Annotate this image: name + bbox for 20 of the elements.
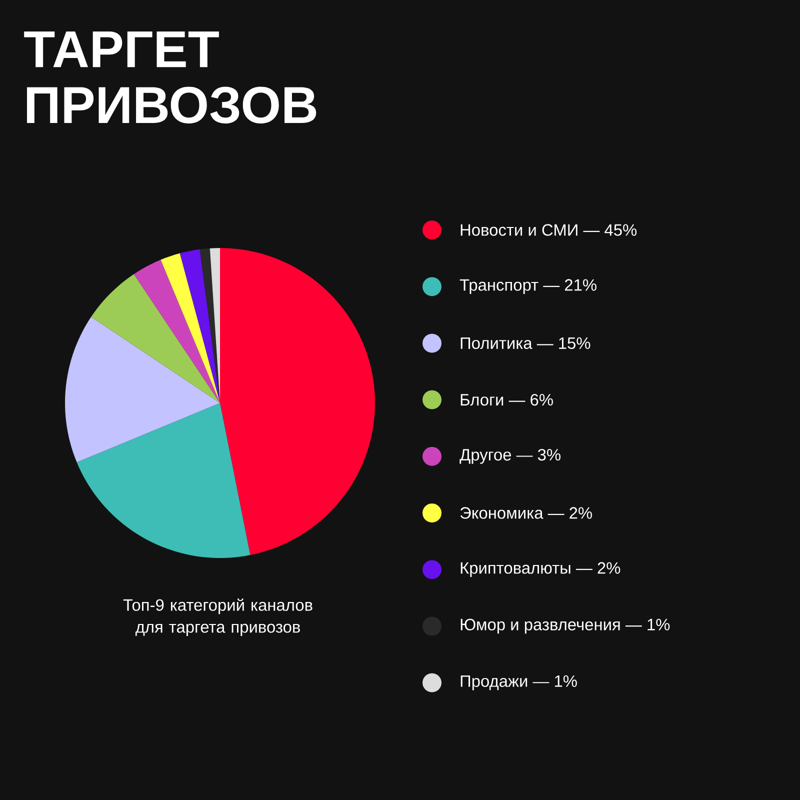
data-label: — 1% [625,618,670,630]
data-label: — 6% [508,394,553,406]
data-label: — 2% [576,562,620,574]
legend-label: Юмор и развлечения [460,618,620,634]
legend-label: Новости и СМИ [460,224,578,236]
data-label: — 1% [532,675,577,687]
legend-label: Блоги [460,394,504,406]
data-label: — 45% [583,224,637,236]
data-label: — 3% [516,448,560,461]
data-label: — 21% [543,279,596,291]
legend-label: Криптовалюты [460,562,570,578]
data-label: — 2% [548,507,592,519]
legend-label: Транспорт [460,279,538,294]
legend-label: Экономика [460,507,544,519]
data-label: — 15% [536,337,590,349]
legend-label: Продажи [460,675,528,690]
text: Топ-9 категорий каналов для таргета привозов [123,598,312,636]
legend-label: Другое [460,449,512,464]
legend-label: Политика [460,338,532,349]
chart-title: ТАРГЕТ ПРИВОЗОВ [24,32,316,124]
